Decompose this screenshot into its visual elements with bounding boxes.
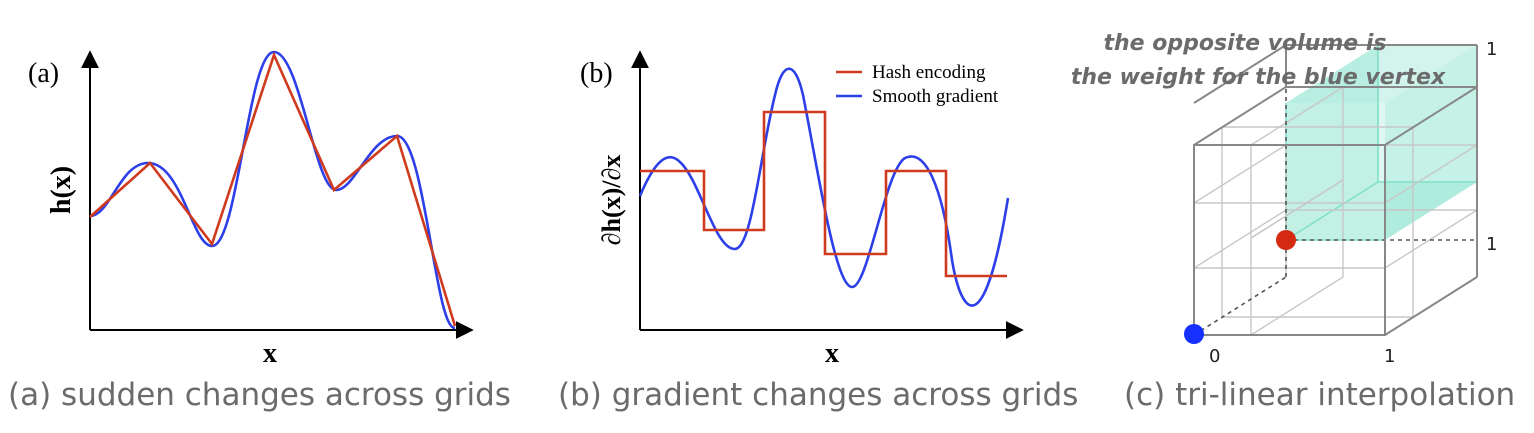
- annotation-line-1: the opposite volume is: [1103, 31, 1386, 56]
- opposite-volume: [1285, 45, 1477, 241]
- caption-a: (a) sudden changes across grids: [8, 377, 511, 413]
- tick-label-1-x: 1: [1384, 346, 1395, 367]
- legend-smooth-label: Smooth gradient: [872, 86, 999, 107]
- panel-b-hash-step: [640, 110, 1007, 278]
- annotation-line-2: the weight for the blue vertex: [1071, 65, 1446, 90]
- legend-hash-label: Hash encoding: [872, 62, 986, 83]
- cube-outline: [1193, 44, 1478, 336]
- tick-label-1-y: 1: [1486, 234, 1497, 255]
- panel-a-hash-piecewise: [89, 51, 457, 327]
- caption-b: (b) gradient changes across grids: [558, 377, 1079, 413]
- panel-a-xlabel: x: [263, 338, 277, 369]
- panel-b-ylabel: ∂h(x)/∂x: [597, 155, 626, 246]
- panel-a-smooth-curve: [89, 50, 456, 330]
- tick-label-0: 0: [1209, 346, 1220, 367]
- blue-vertex: [1184, 324, 1204, 344]
- panel-a-ylabel: h(x): [46, 166, 77, 214]
- panel-a: (a) h(x) x: [28, 50, 474, 369]
- panel-a-tag: (a): [28, 58, 59, 89]
- panel-b-tag: (b): [580, 58, 613, 89]
- tick-label-1-z: 1: [1486, 39, 1497, 60]
- panel-c: 0 1 1 1 the opposite volume is the weigh…: [1071, 31, 1498, 367]
- panel-b-xlabel: x: [825, 338, 839, 369]
- caption-c: (c) tri-linear interpolation: [1124, 377, 1516, 413]
- red-sample-point: [1276, 230, 1296, 250]
- panel-b-legend: Hash encoding Smooth gradient: [836, 62, 999, 107]
- panel-b: (b) ∂h(x)/∂x x Hash encoding Smooth grad…: [580, 50, 1024, 369]
